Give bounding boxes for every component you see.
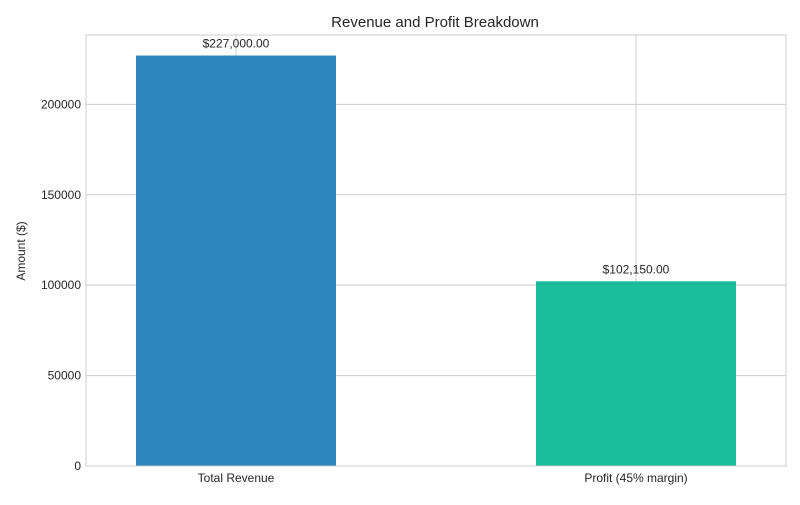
x-tick-label: Total Revenue	[198, 471, 275, 485]
bars	[136, 55, 736, 467]
y-axis-title: Amount ($)	[14, 221, 28, 280]
x-tick-label: Profit (45% margin)	[584, 471, 687, 485]
x-axis-ticks: Total Revenue Profit (45% margin)	[198, 471, 688, 485]
y-tick-label: 50000	[48, 369, 82, 383]
y-tick-label: 100000	[41, 278, 81, 292]
bar-value-label: $227,000.00	[203, 37, 270, 51]
plot-frame	[85, 34, 787, 467]
y-axis-ticks: 0 50000 100000 150000 200000	[41, 97, 81, 473]
y-tick-label: 200000	[41, 97, 81, 111]
bar	[136, 55, 336, 467]
bar-value-label: $102,150.00	[603, 262, 670, 276]
bar	[536, 281, 736, 466]
chart-title: Revenue and Profit Breakdown	[331, 14, 539, 31]
y-tick-label: 150000	[41, 188, 81, 202]
data-labels: $227,000.00 $102,150.00	[203, 37, 670, 277]
y-tick-label: 0	[74, 459, 81, 473]
